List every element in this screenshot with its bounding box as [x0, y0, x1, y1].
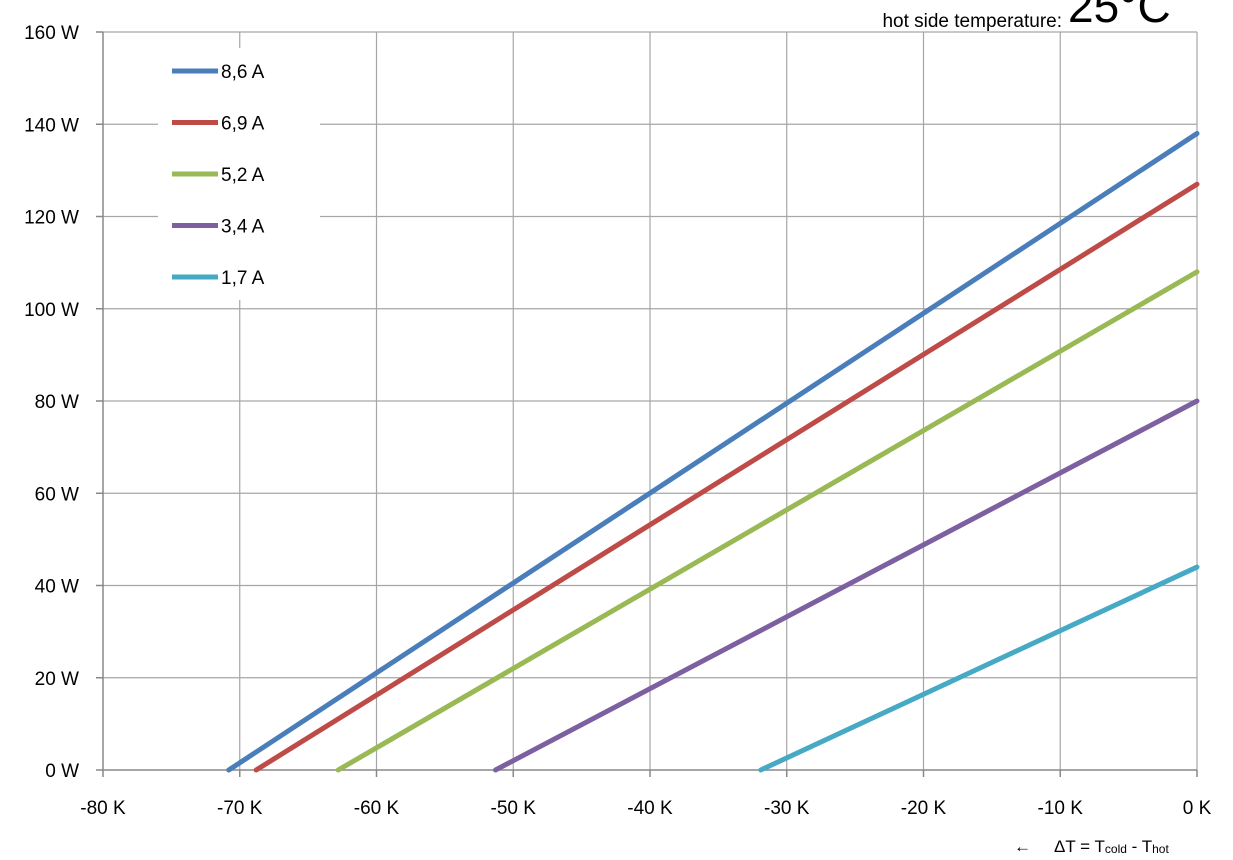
x-tick-label: -40 K: [627, 798, 673, 819]
x-tick-label: -70 K: [217, 798, 263, 819]
annotation-value: 25°C: [1068, 0, 1171, 32]
y-tick-label: 100 W: [24, 300, 79, 321]
legend-label: 1,7 A: [221, 268, 265, 289]
x-tick-label: 0 K: [1183, 798, 1212, 819]
x-tick-label: -50 K: [491, 798, 537, 819]
y-tick-label: 0 W: [45, 761, 79, 782]
x-axis-ticks: -80 K -70 K -60 K -50 K -40 K -30 K -20 K -10 K…: [80, 770, 1212, 819]
series-line: [492, 398, 1200, 773]
series-line: [758, 564, 1200, 773]
y-tick-label: 140 W: [24, 115, 79, 136]
series-lines: [226, 130, 1200, 773]
x-label-mid: - T: [1127, 837, 1152, 856]
x-tick-label: -20 K: [901, 798, 947, 819]
y-tick-label: 60 W: [35, 484, 79, 505]
x-label-prefix: ΔT = T: [1054, 837, 1105, 856]
x-label-sub-hot: hot: [1152, 842, 1169, 856]
series-line: [335, 269, 1200, 773]
series-line: [226, 130, 1200, 773]
x-axis-label: ← ΔT = Tcold - Thot: [1014, 837, 1169, 856]
y-tick-label: 160 W: [24, 23, 79, 44]
y-tick-label: 40 W: [35, 577, 79, 598]
x-tick-label: -60 K: [354, 798, 400, 819]
y-tick-label: 80 W: [35, 392, 79, 413]
legend-label: 6,9 A: [221, 114, 265, 135]
x-tick-label: -30 K: [764, 798, 810, 819]
x-axis-label-text: ΔT = Tcold - Thot: [1054, 837, 1169, 856]
y-tick-label: 20 W: [35, 669, 79, 690]
annotation-label: hot side temperature:: [882, 11, 1062, 32]
hot-side-annotation: hot side temperature: 25°C: [882, 0, 1170, 32]
y-tick-label: 120 W: [24, 208, 79, 229]
x-label-sub-cold: cold: [1105, 842, 1127, 856]
legend-label: 5,2 A: [221, 165, 265, 186]
legend-label: 8,6 A: [221, 62, 265, 83]
y-axis-ticks: 0 W 20 W 40 W 60 W 80 W 100 W 120 W 140 W 160 W: [24, 23, 103, 782]
x-tick-label: -80 K: [80, 798, 126, 819]
x-axis-arrow: ←: [1014, 837, 1031, 856]
series-line: [253, 181, 1200, 773]
legend-label: 3,4 A: [221, 217, 265, 238]
x-tick-label: -10 K: [1038, 798, 1084, 819]
legend: 8,6 A 6,9 A 5,2 A 3,4 A 1,7 A: [158, 48, 320, 300]
